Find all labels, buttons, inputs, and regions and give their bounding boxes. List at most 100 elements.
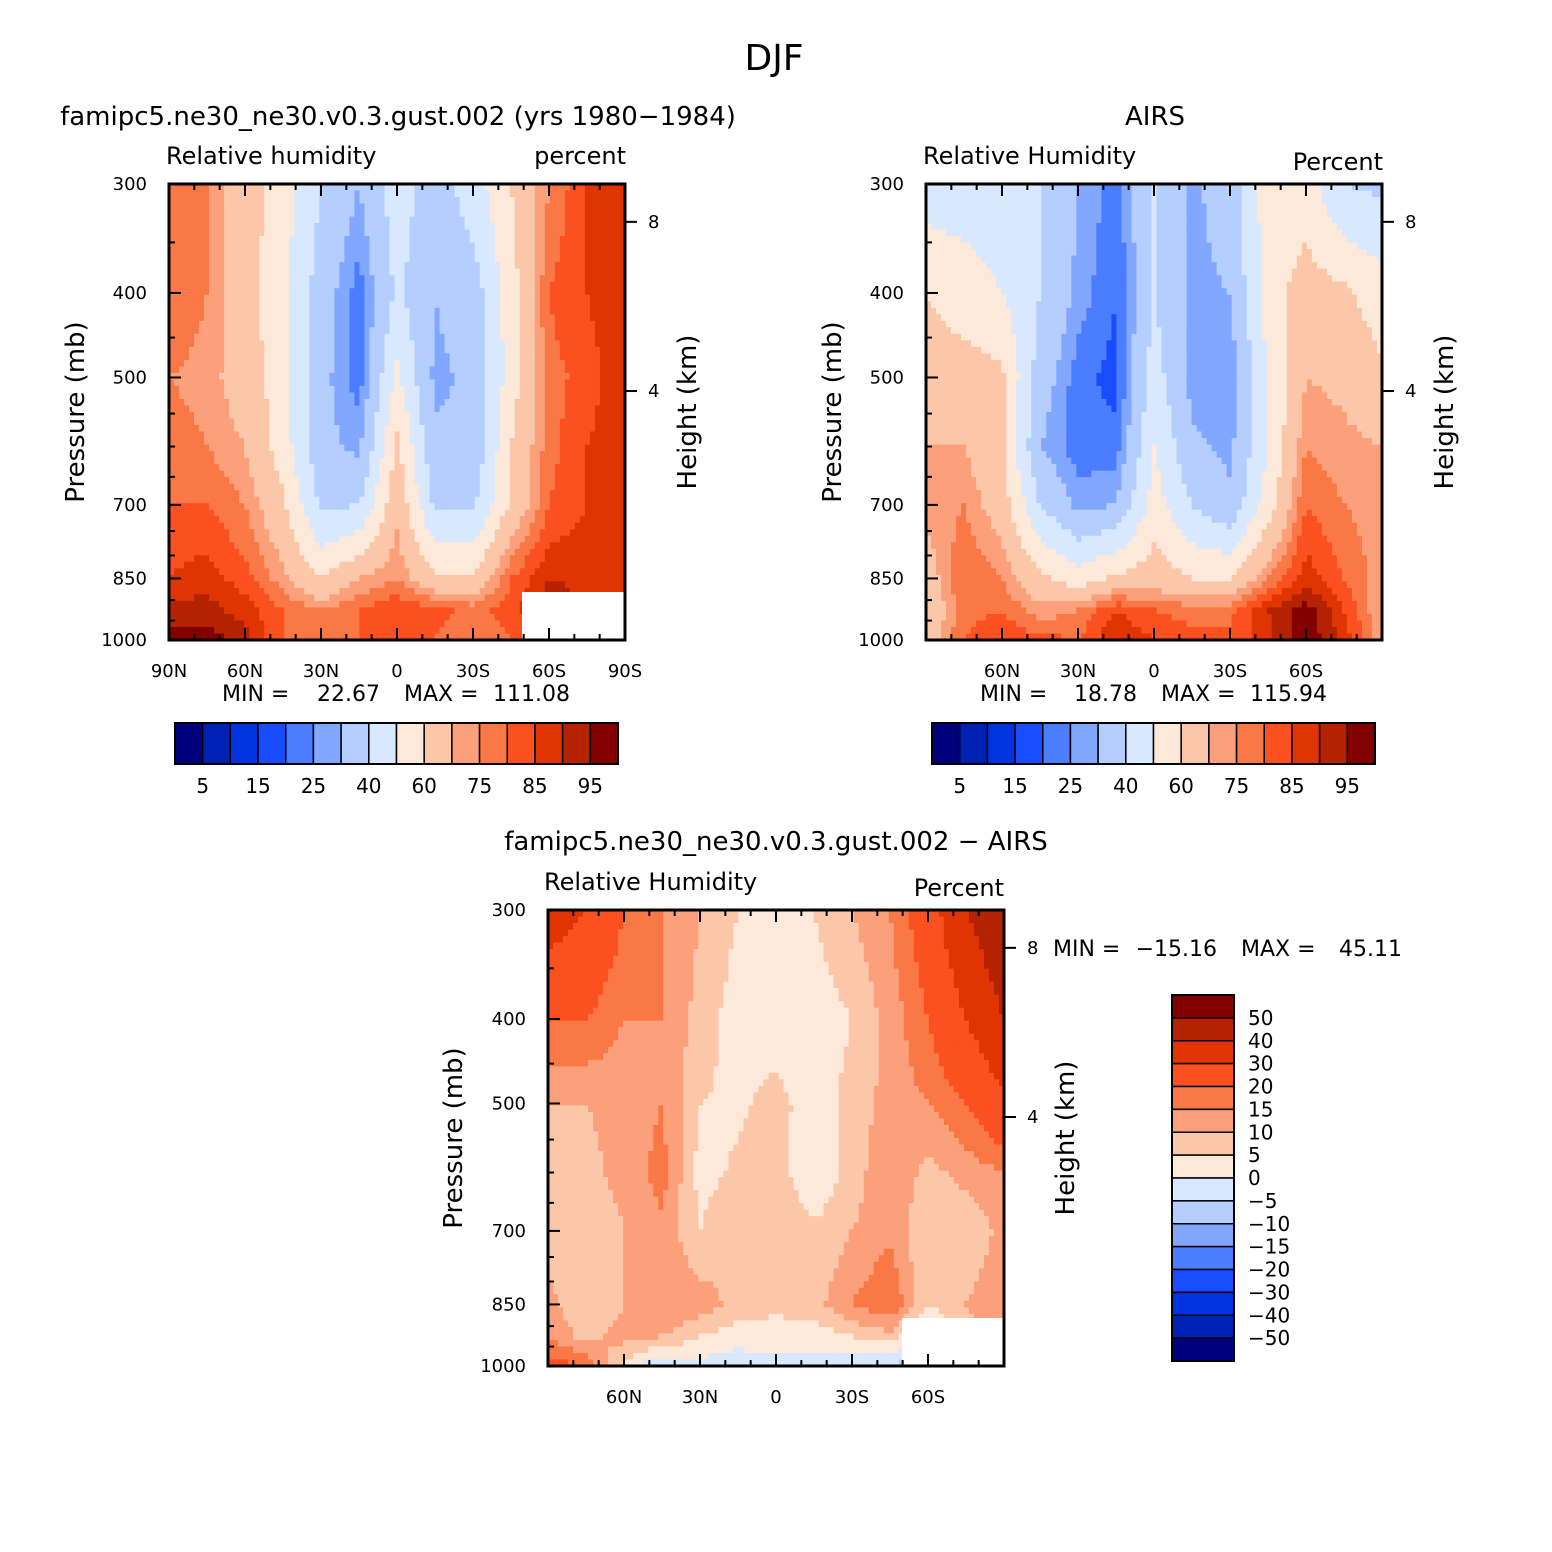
field-cell (555, 392, 561, 399)
field-cell (570, 432, 576, 439)
field-cell (384, 536, 390, 543)
field-cell (324, 464, 330, 471)
field-cell (349, 405, 355, 412)
field-cell (530, 249, 536, 256)
field-cell (585, 197, 591, 204)
field-cell (214, 191, 220, 198)
field-cell (314, 379, 320, 386)
field-cell (560, 412, 566, 419)
field-cell (525, 282, 531, 289)
field-cell (264, 256, 270, 263)
field-cell (329, 412, 335, 419)
field-cell (209, 301, 215, 308)
field-cell (364, 451, 370, 458)
field-cell (259, 503, 265, 510)
field-cell (595, 249, 601, 256)
field-cell (555, 301, 561, 308)
field-cell (284, 405, 290, 412)
field-cell (379, 327, 385, 334)
field-cell (219, 210, 225, 217)
field-cell (299, 217, 305, 224)
field-cell (565, 204, 571, 211)
field-cell (299, 477, 305, 484)
field-cell (289, 451, 295, 458)
field-cell (485, 230, 491, 237)
field-cell (575, 510, 581, 517)
field-cell (555, 353, 561, 360)
field-cell (209, 275, 215, 282)
field-cell (470, 405, 476, 412)
field-cell (324, 392, 330, 399)
field-cell (274, 399, 280, 406)
field-cell (575, 432, 581, 439)
field-cell (289, 334, 295, 341)
field-cell (319, 419, 325, 426)
field-cell (475, 405, 481, 412)
field-cell (540, 399, 546, 406)
field-cell (344, 314, 350, 321)
field-cell (304, 529, 310, 536)
field-cell (314, 366, 320, 373)
field-cell (535, 347, 541, 354)
field-cell (450, 379, 456, 386)
field-cell (515, 536, 521, 543)
field-cell (234, 327, 240, 334)
field-cell (500, 301, 506, 308)
field-cell (229, 334, 235, 341)
field-cell (204, 438, 210, 445)
field-cell (389, 536, 395, 543)
field-cell (299, 275, 305, 282)
field-cell (555, 269, 561, 276)
field-cell (299, 373, 305, 380)
field-cell (430, 471, 436, 478)
field-cell (314, 399, 320, 406)
field-cell (460, 340, 466, 347)
field-cell (510, 191, 516, 198)
field-cell (540, 360, 546, 367)
field-cell (525, 230, 531, 237)
field-cell (184, 464, 190, 471)
field-cell (420, 262, 426, 269)
field-cell (535, 458, 541, 465)
field-cell (425, 275, 431, 282)
field-cell (374, 327, 380, 334)
field-cell (475, 282, 481, 289)
field-cell (249, 204, 255, 211)
field-cell (174, 523, 180, 530)
field-cell (445, 432, 451, 439)
field-cell (279, 399, 285, 406)
field-cell (595, 490, 601, 497)
field-cell (485, 275, 491, 282)
field-cell (615, 269, 621, 276)
field-cell (565, 373, 571, 380)
field-cell (294, 451, 300, 458)
field-cell (525, 210, 531, 217)
field-cell (480, 282, 486, 289)
field-cell (535, 536, 541, 543)
field-cell (189, 269, 195, 276)
field-cell (605, 490, 611, 497)
field-cell (460, 360, 466, 367)
field-cell (520, 197, 526, 204)
field-cell (525, 334, 531, 341)
field-cell (359, 223, 365, 230)
field-cell (389, 490, 395, 497)
field-cell (269, 464, 275, 471)
field-cell (555, 366, 561, 373)
field-cell (234, 419, 240, 426)
field-cell (374, 308, 380, 315)
field-cell (214, 392, 220, 399)
field-cell (269, 256, 275, 263)
field-cell (520, 334, 526, 341)
field-cell (249, 308, 255, 315)
field-cell (219, 412, 225, 419)
field-cell (445, 510, 451, 517)
field-cell (214, 275, 220, 282)
field-cell (389, 353, 395, 360)
field-cell (359, 529, 365, 536)
field-cell (364, 217, 370, 224)
field-cell (605, 327, 611, 334)
field-cell (379, 497, 385, 504)
field-cell (435, 497, 441, 504)
field-cell (560, 438, 566, 445)
